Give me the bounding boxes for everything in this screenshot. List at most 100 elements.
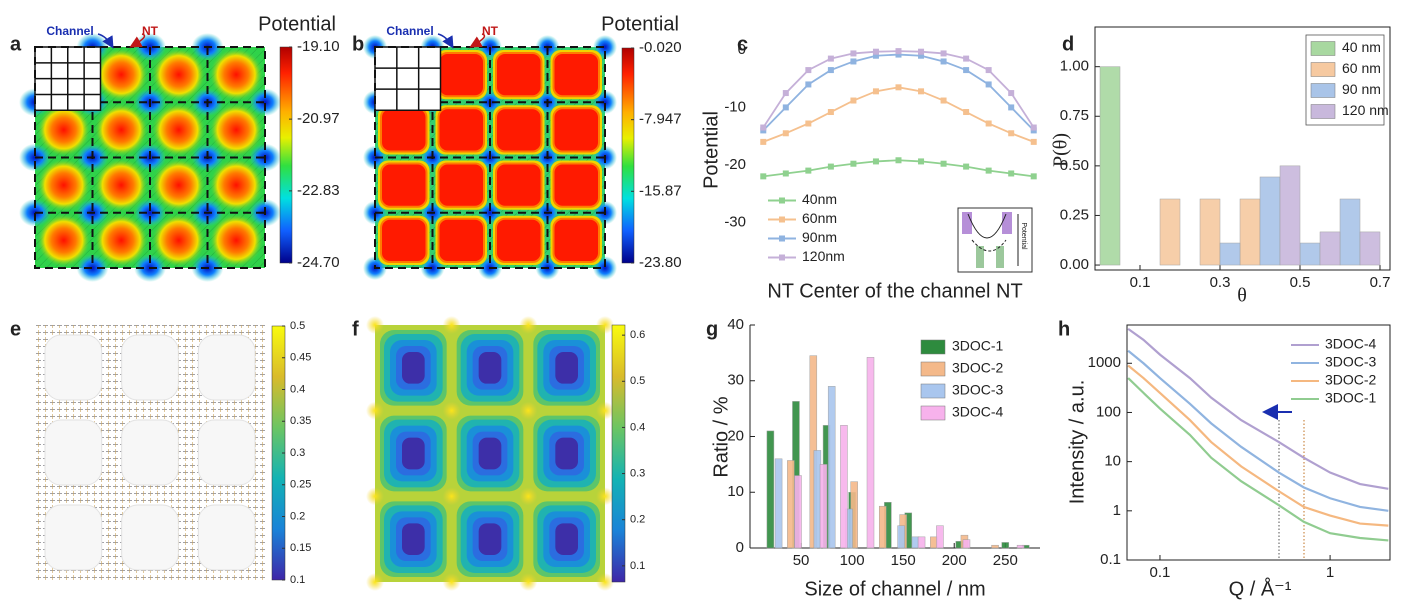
high-core xyxy=(437,107,485,153)
series-line xyxy=(762,86,1035,143)
bar xyxy=(1359,231,1381,266)
y-tick-label: 0.50 xyxy=(1060,157,1089,174)
y-tick-label: 10 xyxy=(727,483,744,500)
colorbar-tick-label: 0.3 xyxy=(290,447,305,459)
point xyxy=(850,50,857,57)
inset-curve xyxy=(971,239,1007,252)
colorbar-tick-label: -20.97 xyxy=(297,110,340,127)
high-spot xyxy=(366,573,384,591)
point xyxy=(782,104,789,111)
panel-letter: c xyxy=(737,33,748,55)
high-core xyxy=(437,162,485,208)
high-spot xyxy=(442,316,461,334)
point xyxy=(782,130,789,137)
high-core xyxy=(495,107,543,153)
high-core xyxy=(437,217,485,263)
high-spot xyxy=(366,487,384,506)
high-spot xyxy=(596,316,614,334)
low-field-region xyxy=(121,419,179,486)
high-spot xyxy=(94,158,149,213)
bar xyxy=(766,430,775,549)
legend-label: 60nm xyxy=(802,210,837,226)
x-tick-label: 150 xyxy=(891,552,916,569)
bar xyxy=(1279,165,1301,266)
x-tick-label: 0.7 xyxy=(1370,274,1391,291)
colorbar-tick-label: 0.1 xyxy=(290,574,305,586)
high-core xyxy=(552,217,600,263)
point xyxy=(760,124,767,131)
frame xyxy=(374,46,606,269)
low-field-region xyxy=(197,334,256,401)
high-spot xyxy=(151,213,206,268)
high-spot xyxy=(94,47,149,102)
low-field-region xyxy=(121,504,179,571)
x-axis-label: Size of channel / nm xyxy=(804,578,985,600)
high-spot xyxy=(151,47,206,102)
point xyxy=(760,173,767,180)
y-tick-label: 30 xyxy=(727,372,744,389)
y-tick-label: 10 xyxy=(1104,453,1121,470)
point xyxy=(1008,90,1015,97)
point xyxy=(782,90,789,97)
panel-letter: d xyxy=(1062,33,1074,55)
h-annotation xyxy=(1262,404,1305,560)
high-spot xyxy=(519,401,538,420)
plot-frame xyxy=(1126,324,1391,561)
legend-marker xyxy=(779,254,785,261)
x-axis-label: Q / Å⁻¹ xyxy=(1229,577,1292,600)
low-field-region xyxy=(197,504,256,571)
point xyxy=(805,120,812,127)
high-spot xyxy=(209,47,264,102)
annotation-arrow xyxy=(469,33,486,48)
colorbar-tick-label: 0.45 xyxy=(290,352,311,364)
point xyxy=(895,48,902,55)
y-tick-label: 0.25 xyxy=(1060,206,1089,223)
colorbar-title: Potential xyxy=(601,13,679,35)
level-ring xyxy=(478,523,502,555)
legend-swatch xyxy=(1310,104,1336,119)
colorbar xyxy=(279,46,293,264)
high-core xyxy=(380,162,428,208)
high-spot xyxy=(151,102,206,157)
colorbar-tick-label: 0.4 xyxy=(630,421,645,433)
vector-field-image xyxy=(35,325,265,580)
y-tick-label: 1 xyxy=(1113,502,1121,519)
legend-swatch xyxy=(920,383,946,399)
colorbar-tick-label: -15.87 xyxy=(639,182,682,199)
high-spot xyxy=(209,102,264,157)
point xyxy=(895,157,902,164)
colorbar-title: Potential xyxy=(258,13,336,35)
colorbar-tick-label: -7.947 xyxy=(639,111,682,128)
bar xyxy=(1239,198,1261,266)
legend-label: 3DOC-2 xyxy=(1325,372,1377,388)
legend-marker xyxy=(779,216,785,223)
low-field-region xyxy=(121,334,179,401)
legend-label: 60 nm xyxy=(1342,60,1381,76)
level-ring xyxy=(478,437,502,470)
legend-swatch xyxy=(920,339,946,355)
heatmap-image xyxy=(19,33,281,282)
bar xyxy=(936,525,944,549)
high-core xyxy=(552,162,600,208)
colorbar-tick-label: 0.3 xyxy=(630,467,645,479)
high-spot xyxy=(36,213,91,268)
high-spot xyxy=(596,573,614,591)
point xyxy=(918,88,925,95)
y-tick-label: -30 xyxy=(724,213,746,230)
point xyxy=(985,67,992,74)
high-spot xyxy=(519,316,538,334)
legend-label: 3DOC-3 xyxy=(952,382,1004,398)
legend-label: 3DOC-4 xyxy=(1325,336,1377,352)
legend-label: 40 nm xyxy=(1342,39,1381,55)
y-tick-label: 0.00 xyxy=(1060,256,1089,273)
y-tick-label: 0 xyxy=(736,539,744,556)
point xyxy=(985,81,992,88)
point xyxy=(760,138,767,145)
colorbar-tick-label: 0.2 xyxy=(630,514,645,526)
bar xyxy=(819,464,828,549)
legend-swatch xyxy=(1310,83,1336,98)
point xyxy=(918,48,925,55)
high-core xyxy=(437,52,485,98)
point xyxy=(985,167,992,174)
high-spot xyxy=(596,401,614,420)
